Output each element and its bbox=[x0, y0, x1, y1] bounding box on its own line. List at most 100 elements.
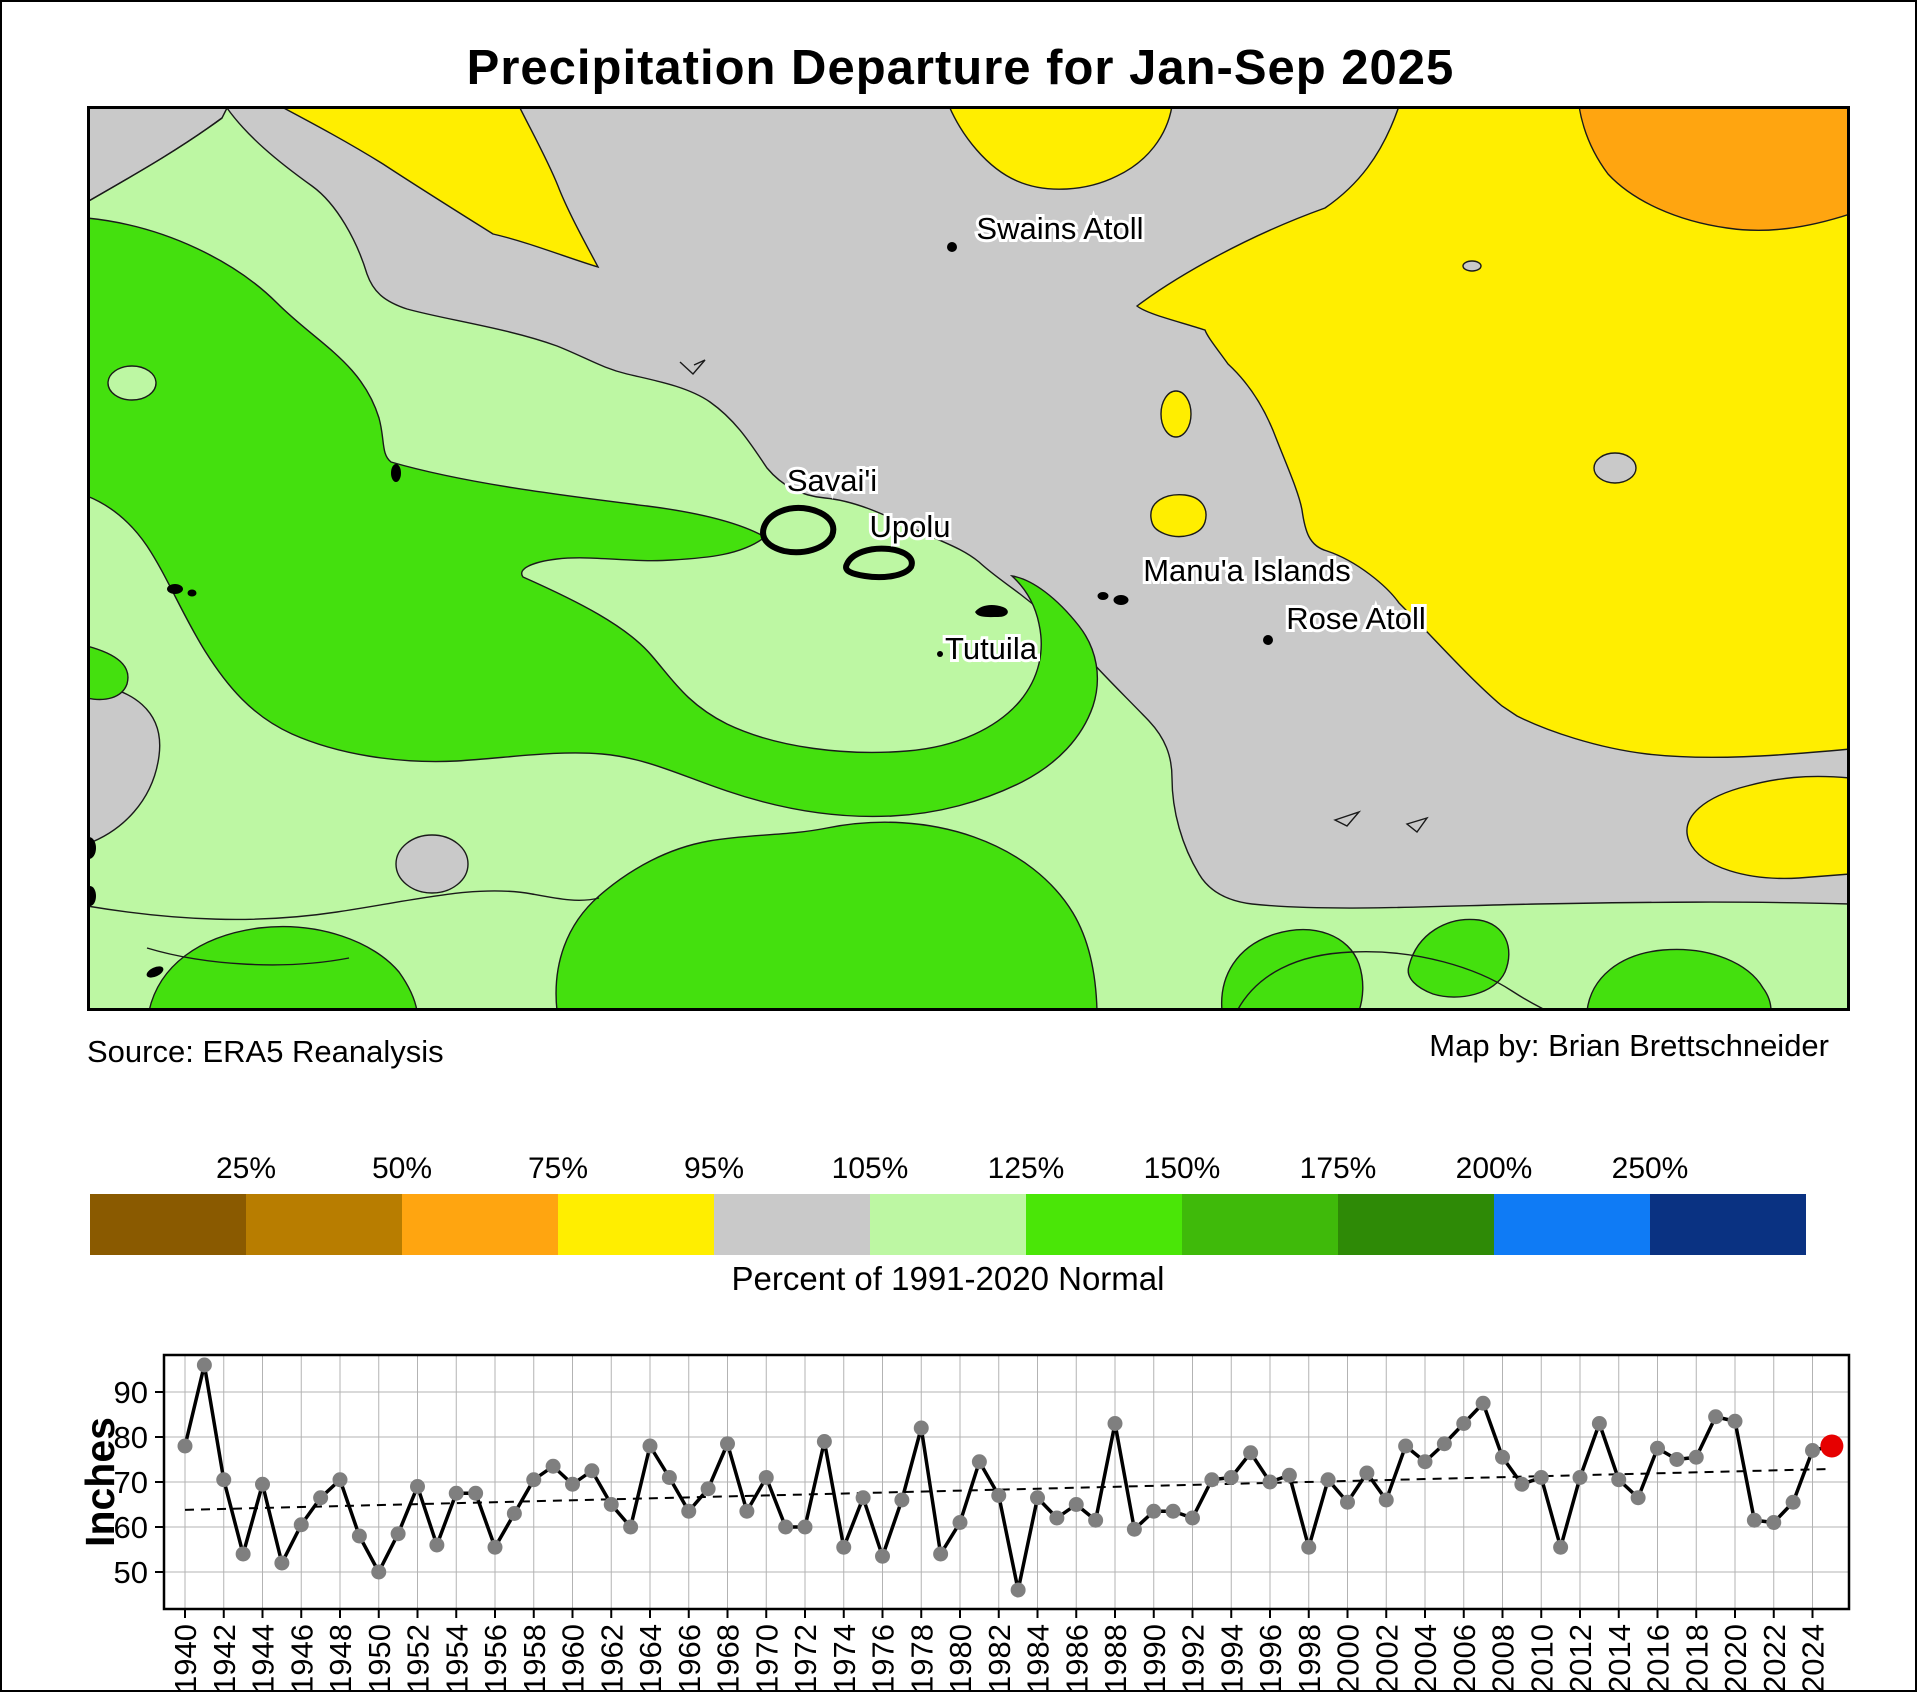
data-point-1982 bbox=[991, 1488, 1007, 1503]
data-point-2011 bbox=[1553, 1539, 1569, 1555]
data-point-1976 bbox=[875, 1548, 890, 1564]
data-point-1995 bbox=[1243, 1445, 1259, 1461]
data-point-1950 bbox=[371, 1564, 387, 1580]
x-tick-label: 1982 bbox=[982, 1624, 1017, 1692]
tutuila-island bbox=[975, 604, 1008, 618]
data-point-1996 bbox=[1262, 1474, 1278, 1490]
data-point-1962 bbox=[603, 1497, 619, 1512]
region-yellow-main bbox=[1135, 106, 1850, 759]
x-tick-label: 1946 bbox=[284, 1624, 319, 1692]
region-yellow-top bbox=[948, 106, 1173, 190]
region-orange bbox=[1578, 106, 1850, 232]
data-point-2017 bbox=[1669, 1452, 1685, 1467]
region-yellow-wedge bbox=[279, 106, 600, 269]
data-point-1991 bbox=[1165, 1503, 1181, 1519]
region-gray-hole-yellow bbox=[1593, 452, 1637, 484]
data-point-1975 bbox=[855, 1490, 871, 1506]
legend-tick-labels: 25% 50% 75% 95% 105% 125% 150% 175% 200% 250% bbox=[2, 1152, 1915, 1192]
data-point-1990 bbox=[1146, 1503, 1162, 1519]
legend-swatch-9 bbox=[1338, 1194, 1494, 1255]
y-tick-label: 90 bbox=[114, 1375, 148, 1410]
legend-swatch-2 bbox=[246, 1194, 402, 1255]
data-point-1973 bbox=[816, 1434, 832, 1449]
data-point-2007 bbox=[1475, 1395, 1491, 1411]
rose-atoll-label: Rose Atoll bbox=[1286, 601, 1426, 636]
upolu-label: Upolu bbox=[870, 509, 951, 544]
data-point-2012 bbox=[1572, 1470, 1588, 1485]
legend-swatch-7 bbox=[1026, 1194, 1182, 1255]
contour-corner bbox=[87, 117, 223, 203]
data-point-2000 bbox=[1340, 1494, 1355, 1510]
region-green-corner bbox=[148, 925, 418, 1011]
x-tick-label: 1964 bbox=[633, 1624, 668, 1692]
data-point-2024 bbox=[1805, 1443, 1820, 1458]
legend-tick-label: 125% bbox=[987, 1152, 1065, 1185]
data-point-1985 bbox=[1049, 1510, 1065, 1526]
data-point-1969 bbox=[739, 1503, 755, 1519]
x-tick-label: 2020 bbox=[1718, 1624, 1753, 1692]
x-tick-label: 2002 bbox=[1369, 1624, 1404, 1692]
data-point-1978 bbox=[913, 1420, 929, 1436]
tutuila-dot bbox=[937, 651, 943, 657]
data-point-2006 bbox=[1456, 1416, 1472, 1431]
region-green-br2 bbox=[1407, 918, 1510, 998]
data-point-1947 bbox=[313, 1490, 329, 1506]
x-tick-label: 1994 bbox=[1214, 1624, 1249, 1692]
islet-west-1 bbox=[167, 584, 183, 594]
region-gray-speck-yellow bbox=[1462, 260, 1482, 272]
x-tick-label: 2016 bbox=[1641, 1624, 1676, 1692]
x-tick-label: 1998 bbox=[1292, 1624, 1327, 1692]
x-tick-label: 1940 bbox=[168, 1624, 203, 1692]
x-tick-label: 1968 bbox=[711, 1624, 746, 1692]
data-point-2020 bbox=[1727, 1413, 1743, 1429]
data-point-1957 bbox=[506, 1506, 522, 1521]
data-point-2004 bbox=[1417, 1454, 1433, 1470]
x-tick-label: 1992 bbox=[1176, 1624, 1211, 1692]
data-point-1951 bbox=[390, 1526, 406, 1542]
region-green-br3 bbox=[1586, 948, 1772, 1011]
data-point-1949 bbox=[351, 1528, 367, 1544]
region-lgreen-hole bbox=[107, 365, 157, 401]
x-tick-label: 1970 bbox=[749, 1624, 784, 1692]
savai-i-label: Savai'i bbox=[787, 463, 877, 498]
data-point-2002 bbox=[1378, 1492, 1394, 1508]
map-source: Source: ERA5 Reanalysis bbox=[87, 1034, 444, 1069]
data-point-1954 bbox=[448, 1485, 464, 1501]
x-tick-label: 1948 bbox=[323, 1624, 358, 1692]
data-point-1994 bbox=[1223, 1470, 1239, 1485]
legend-swatch-5 bbox=[714, 1194, 870, 1255]
savaii-island-outline bbox=[760, 505, 837, 556]
legend-swatch-11 bbox=[1650, 1194, 1806, 1255]
manua-island-2 bbox=[1113, 595, 1129, 605]
contour-bottom-right bbox=[1236, 950, 1548, 1011]
data-point-1992 bbox=[1185, 1510, 1200, 1526]
data-point-1989 bbox=[1126, 1521, 1142, 1537]
precipitation-map: Swains Atoll Savai'i Upolu Tutuila Manu'a Is… bbox=[87, 106, 1850, 1011]
contour-tri1 bbox=[1333, 810, 1362, 827]
legend-swatch-10 bbox=[1494, 1194, 1650, 1255]
region-green-br1 bbox=[1221, 929, 1364, 1011]
data-point-1966 bbox=[681, 1503, 697, 1519]
data-point-1945 bbox=[274, 1555, 290, 1571]
data-point-2016 bbox=[1650, 1440, 1665, 1456]
x-tick-label: 1956 bbox=[478, 1624, 513, 1692]
legend-tick-label: 50% bbox=[371, 1152, 433, 1185]
data-point-1970 bbox=[758, 1470, 774, 1485]
swains-atoll-dot bbox=[947, 242, 957, 252]
legend-tick-label: 150% bbox=[1143, 1152, 1221, 1185]
data-point-2010 bbox=[1533, 1470, 1549, 1485]
data-point-2015 bbox=[1630, 1490, 1646, 1506]
x-tick-label: 1962 bbox=[594, 1624, 629, 1692]
x-tick-label: 2022 bbox=[1757, 1624, 1792, 1692]
legend-tick-label: 250% bbox=[1611, 1152, 1689, 1185]
data-point-1946 bbox=[293, 1517, 309, 1533]
swains-atoll-label: Swains Atoll bbox=[976, 211, 1143, 246]
data-point-1963 bbox=[623, 1519, 639, 1535]
region-light-green-main bbox=[87, 106, 1850, 1011]
data-point-1941 bbox=[196, 1357, 212, 1373]
data-point-1993 bbox=[1204, 1472, 1220, 1488]
data-point-2021 bbox=[1746, 1512, 1762, 1528]
data-point-1999 bbox=[1320, 1472, 1336, 1488]
x-tick-label: 2010 bbox=[1524, 1624, 1559, 1692]
data-point-1987 bbox=[1088, 1512, 1104, 1528]
